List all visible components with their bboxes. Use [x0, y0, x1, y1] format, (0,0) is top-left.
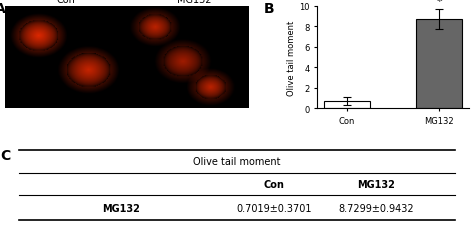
Text: MG132: MG132 — [102, 203, 140, 213]
Text: *: * — [437, 0, 442, 7]
Text: MG132: MG132 — [357, 179, 395, 189]
Text: B: B — [264, 2, 274, 16]
Text: MG132: MG132 — [177, 0, 212, 5]
Text: 8.7299±0.9432: 8.7299±0.9432 — [338, 203, 414, 213]
Text: Con: Con — [56, 0, 75, 5]
Text: 0.7019±0.3701: 0.7019±0.3701 — [237, 203, 312, 213]
Text: A: A — [0, 2, 6, 16]
Text: C: C — [0, 149, 10, 163]
Y-axis label: Olive tail moment: Olive tail moment — [287, 20, 296, 95]
Bar — [416, 20, 462, 109]
Text: Olive tail moment: Olive tail moment — [193, 156, 281, 167]
Bar — [324, 102, 370, 109]
Text: Con: Con — [264, 179, 284, 189]
